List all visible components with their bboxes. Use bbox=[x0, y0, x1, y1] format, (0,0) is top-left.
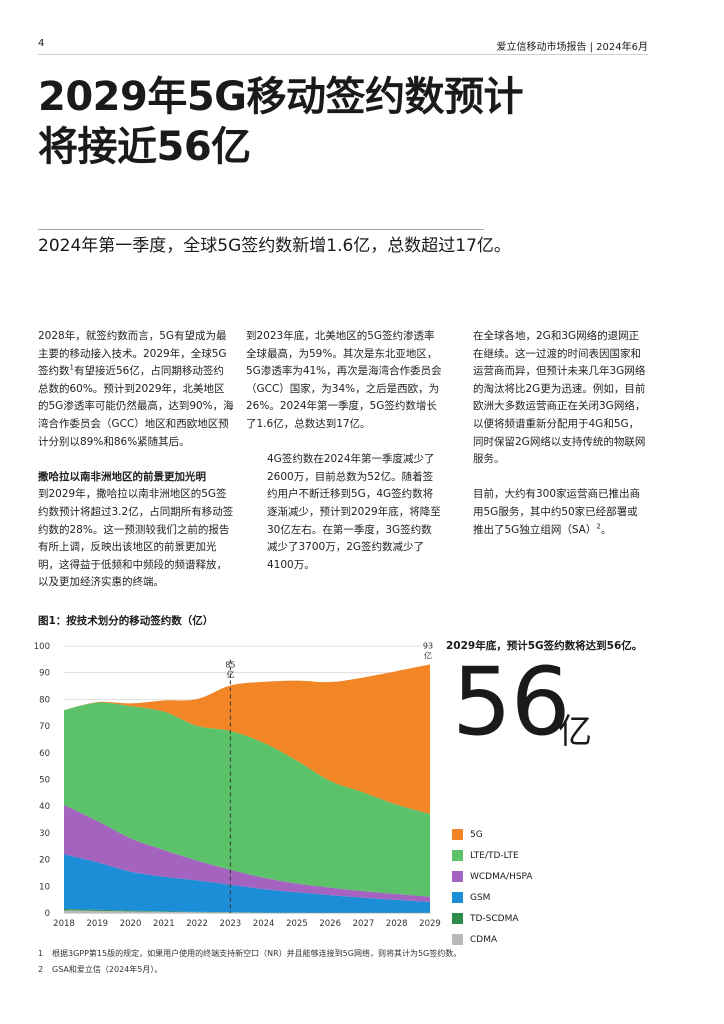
chart-areas bbox=[64, 664, 430, 913]
area-td-scdma bbox=[64, 908, 430, 913]
paragraph: 在全球各地，2G和3G网络的退网正在继续。这一过渡的时间表因国家和运营商而异，但… bbox=[473, 330, 646, 466]
page-number: 4 bbox=[38, 38, 45, 49]
y-tick-label: 20 bbox=[39, 856, 50, 866]
big-number: 56 bbox=[452, 648, 571, 757]
footnote-1: 1 根据3GPP第15版的规定，如果用户使用的终端支持新空口（NR）并且能够连接到… bbox=[38, 949, 462, 958]
legend-swatch bbox=[452, 871, 463, 882]
page-title: 2029年5G移动签约数预计 将接近56亿 bbox=[38, 72, 678, 172]
area-5g bbox=[64, 664, 430, 814]
y-tick-label: 10 bbox=[39, 882, 50, 892]
x-tick-label: 2023 bbox=[220, 919, 242, 929]
legend-swatch bbox=[452, 892, 463, 903]
y-tick-label: 70 bbox=[39, 722, 50, 732]
title-line-1: 2029年5G移动签约数预计 bbox=[38, 74, 524, 120]
x-tick-label: 2021 bbox=[153, 919, 175, 929]
paragraph: 2028年，就签约数而言，5G有望成为最主要的移动接入技术。2029年，全球5G… bbox=[38, 330, 234, 448]
end-2029-label: 93 bbox=[423, 641, 433, 650]
x-tick-label: 2025 bbox=[286, 919, 308, 929]
chart-legend: 5G LTE/TD-LTE WCDMA/HSPA GSM TD-SCDMA CD… bbox=[452, 824, 533, 950]
subtitle: 2024年第一季度，全球5G签约数新增1.6亿，总数超过17亿。 bbox=[38, 236, 511, 256]
paragraph: 到2029年，撒哈拉以南非洲地区的5G签约数预计将超过3.2亿，占同期所有移动签… bbox=[38, 488, 234, 589]
paragraph: 4G签约数在2024年第一季度减少了2600万，目前总数为52亿。随着签约用户不… bbox=[267, 453, 441, 571]
figure-callout: 2029年底，预计5G签约数将达到56亿。 bbox=[446, 640, 643, 652]
y-tick-label: 0 bbox=[45, 909, 50, 919]
legend-swatch bbox=[452, 934, 463, 945]
y-tick-label: 90 bbox=[39, 669, 50, 679]
legend-item-5g: 5G bbox=[452, 824, 533, 845]
legend-item-td-scdma: TD-SCDMA bbox=[452, 908, 533, 929]
stacked-area-chart: 0 10 20 30 40 50 60 70 80 90 100 2018 2019 2020 2021 20… bbox=[34, 641, 441, 929]
footnote-2: 2 GSA和爱立信（2024年5月）。 bbox=[38, 965, 163, 974]
subtitle-rule bbox=[38, 229, 484, 230]
x-tick-label: 2027 bbox=[353, 919, 375, 929]
legend-item-lte: LTE/TD-LTE bbox=[452, 845, 533, 866]
body-column-3: 在全球各地，2G和3G网络的退网正在继续。这一过渡的时间表因国家和运营商而异，但… bbox=[452, 328, 648, 539]
area-lte-td-lte bbox=[64, 702, 430, 897]
legend-swatch bbox=[452, 913, 463, 924]
footnotes: 1 根据3GPP第15版的规定，如果用户使用的终端支持新空口（NR）并且能够连接到… bbox=[38, 946, 461, 978]
y-tick-label: 50 bbox=[39, 776, 50, 786]
y-tick-label: 80 bbox=[39, 695, 50, 705]
legend-swatch bbox=[452, 829, 463, 840]
chart-axes: 0 10 20 30 40 50 60 70 80 90 100 2018 2019 2020 2021 20… bbox=[34, 642, 441, 929]
area-gsm bbox=[64, 854, 430, 913]
area-wcdma-hspa bbox=[64, 804, 430, 903]
end-2029-unit: 亿 bbox=[424, 650, 432, 660]
legend-item-gsm: GSM bbox=[452, 887, 533, 908]
marker-2023-label: 85 bbox=[225, 661, 235, 670]
title-line-2: 将接近56亿 bbox=[38, 124, 251, 170]
legend-item-cdma: CDMA bbox=[452, 929, 533, 950]
y-tick-label: 40 bbox=[39, 802, 50, 812]
x-tick-label: 2028 bbox=[386, 919, 408, 929]
running-head: 爱立信移动市场报告 | 2024年6月 bbox=[496, 42, 648, 53]
x-tick-label: 2022 bbox=[186, 919, 208, 929]
body-column-1: 2028年，就签约数而言，5G有望成为最主要的移动接入技术。2029年，全球5G… bbox=[38, 328, 234, 592]
x-tick-label: 2019 bbox=[86, 919, 108, 929]
y-tick-label: 60 bbox=[39, 749, 50, 759]
paragraph: 到2023年底，北美地区的5G签约渗透率全球最高，为59%。其次是东北亚地区，5… bbox=[246, 330, 442, 430]
footnote-ref[interactable]: 2 bbox=[596, 522, 601, 531]
legend-item-wcdma: WCDMA/HSPA bbox=[452, 866, 533, 887]
paragraph: 目前，大约有300家运营商已推出商用5G服务，其中约50家已经部署或推出了5G独… bbox=[473, 488, 641, 536]
y-tick-label: 30 bbox=[39, 829, 50, 839]
x-tick-label: 2020 bbox=[120, 919, 142, 929]
legend-swatch bbox=[452, 850, 463, 861]
footnote-ref[interactable]: 1 bbox=[69, 363, 74, 372]
header-rule bbox=[38, 54, 648, 55]
y-tick-label: 100 bbox=[34, 642, 50, 652]
x-tick-label: 2018 bbox=[53, 919, 75, 929]
section-heading: 撒哈拉以南非洲地区的前景更加光明 bbox=[38, 470, 206, 483]
x-tick-label: 2029 bbox=[419, 919, 441, 929]
figure-title: 图1：按技术划分的移动签约数（亿） bbox=[38, 615, 214, 627]
marker-2023-unit: 亿 bbox=[226, 670, 234, 680]
big-number-unit: 亿 bbox=[558, 712, 592, 752]
body-column-2: 到2023年底，北美地区的5G签约渗透率全球最高，为59%。其次是东北亚地区，5… bbox=[246, 328, 442, 574]
x-tick-label: 2024 bbox=[253, 919, 275, 929]
area-cdma bbox=[64, 910, 430, 913]
x-tick-label: 2026 bbox=[319, 919, 341, 929]
